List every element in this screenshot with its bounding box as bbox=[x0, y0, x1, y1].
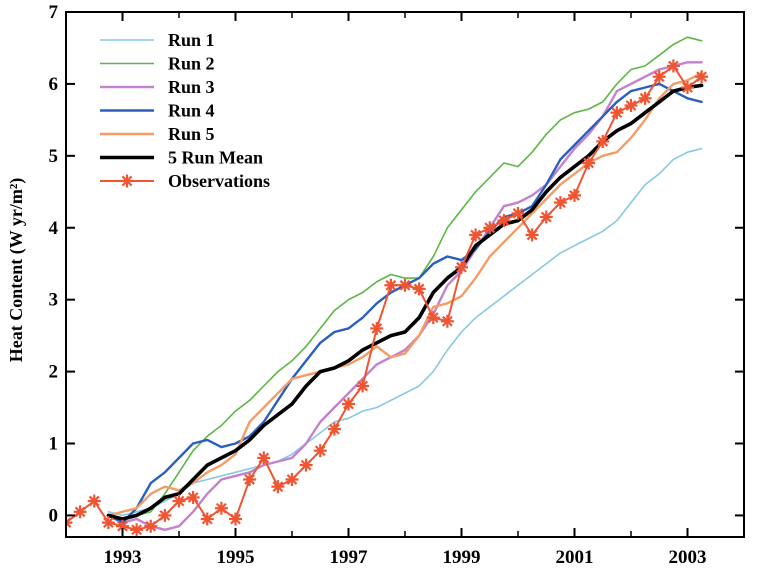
observation-point bbox=[511, 206, 525, 220]
observation-point bbox=[158, 508, 172, 522]
observation-point bbox=[356, 379, 370, 393]
legend: Run 1 Run 2 Run 3 Run 4 Run 5 5 Run Mean Obser… bbox=[100, 30, 270, 191]
y-axis-title: Heat Content (W yr/m²) bbox=[6, 178, 27, 363]
observation-point bbox=[610, 106, 624, 120]
x-tick-label: 1997 bbox=[330, 547, 369, 568]
legend-label-run-2: Run 2 bbox=[168, 54, 215, 74]
observation-point bbox=[66, 516, 73, 530]
legend-label-5-run-mean: 5 Run Mean bbox=[168, 148, 263, 168]
observation-point bbox=[327, 422, 341, 436]
observation-point bbox=[455, 260, 468, 274]
observation-point bbox=[624, 98, 638, 112]
series-layer bbox=[66, 36, 709, 537]
y-tick-label: 0 bbox=[49, 505, 59, 526]
observation-point bbox=[73, 505, 87, 519]
observation-point bbox=[144, 519, 158, 533]
x-tick-label: 1999 bbox=[443, 547, 481, 568]
x-tick-label: 2001 bbox=[556, 547, 594, 568]
legend-label-run-5: Run 5 bbox=[168, 124, 215, 144]
observation-point bbox=[200, 512, 214, 526]
observation-point bbox=[568, 188, 581, 202]
series-line-run-5 bbox=[107, 71, 703, 517]
observation-point bbox=[214, 501, 228, 515]
x-tick-label: 2003 bbox=[669, 547, 707, 568]
observation-point bbox=[271, 480, 285, 494]
observation-point bbox=[497, 214, 511, 228]
y-tick-label: 6 bbox=[49, 74, 59, 95]
observation-point bbox=[412, 282, 426, 296]
observation-point bbox=[638, 91, 652, 105]
legend-label-run-4: Run 4 bbox=[168, 101, 215, 121]
observation-point bbox=[186, 490, 200, 504]
observation-point bbox=[285, 472, 299, 486]
observation-point bbox=[483, 221, 497, 235]
observation-point bbox=[172, 494, 186, 508]
series-line-run-2 bbox=[107, 36, 703, 520]
series-line-observations bbox=[66, 64, 703, 531]
x-tick-label: 1993 bbox=[104, 547, 142, 568]
observation-point bbox=[101, 516, 115, 530]
y-tick-label: 7 bbox=[49, 2, 59, 23]
observation-point bbox=[695, 70, 709, 84]
observation-point bbox=[681, 81, 694, 95]
observation-point bbox=[313, 444, 327, 458]
x-tick-label: 1995 bbox=[217, 547, 255, 568]
observation-point bbox=[582, 156, 596, 170]
observation-point bbox=[666, 59, 680, 73]
observation-point bbox=[469, 228, 483, 242]
y-tick-label: 2 bbox=[49, 362, 59, 383]
legend-label-run-1: Run 1 bbox=[168, 30, 215, 50]
observation-point bbox=[229, 512, 242, 526]
observation-point bbox=[87, 494, 101, 508]
observation-point bbox=[596, 134, 610, 148]
observation-point bbox=[652, 70, 666, 84]
observation-point bbox=[426, 311, 440, 325]
observation-point bbox=[243, 472, 257, 486]
series-line-run-1 bbox=[107, 147, 703, 517]
observation-point bbox=[553, 196, 567, 210]
y-tick-label: 1 bbox=[49, 434, 59, 455]
observation-point bbox=[539, 210, 553, 224]
observation-point bbox=[370, 321, 384, 335]
observation-point bbox=[440, 314, 454, 328]
observation-point bbox=[257, 451, 271, 465]
legend-marker-observations bbox=[120, 174, 134, 188]
observation-point bbox=[384, 278, 398, 292]
observation-point bbox=[525, 228, 539, 242]
observation-point bbox=[299, 458, 313, 472]
observation-point bbox=[342, 397, 355, 411]
legend-label-observations: Observations bbox=[168, 171, 270, 191]
observation-point bbox=[130, 523, 144, 537]
observation-point bbox=[398, 278, 412, 292]
axes-layer: 0 1 2 3 4 5 6 7 1993 1995 1997 1999 2001 2003 bbox=[49, 2, 745, 568]
y-tick-label: 4 bbox=[49, 218, 59, 239]
y-tick-label: 3 bbox=[49, 290, 59, 311]
y-tick-label: 5 bbox=[49, 146, 59, 167]
legend-label-run-3: Run 3 bbox=[168, 77, 215, 97]
